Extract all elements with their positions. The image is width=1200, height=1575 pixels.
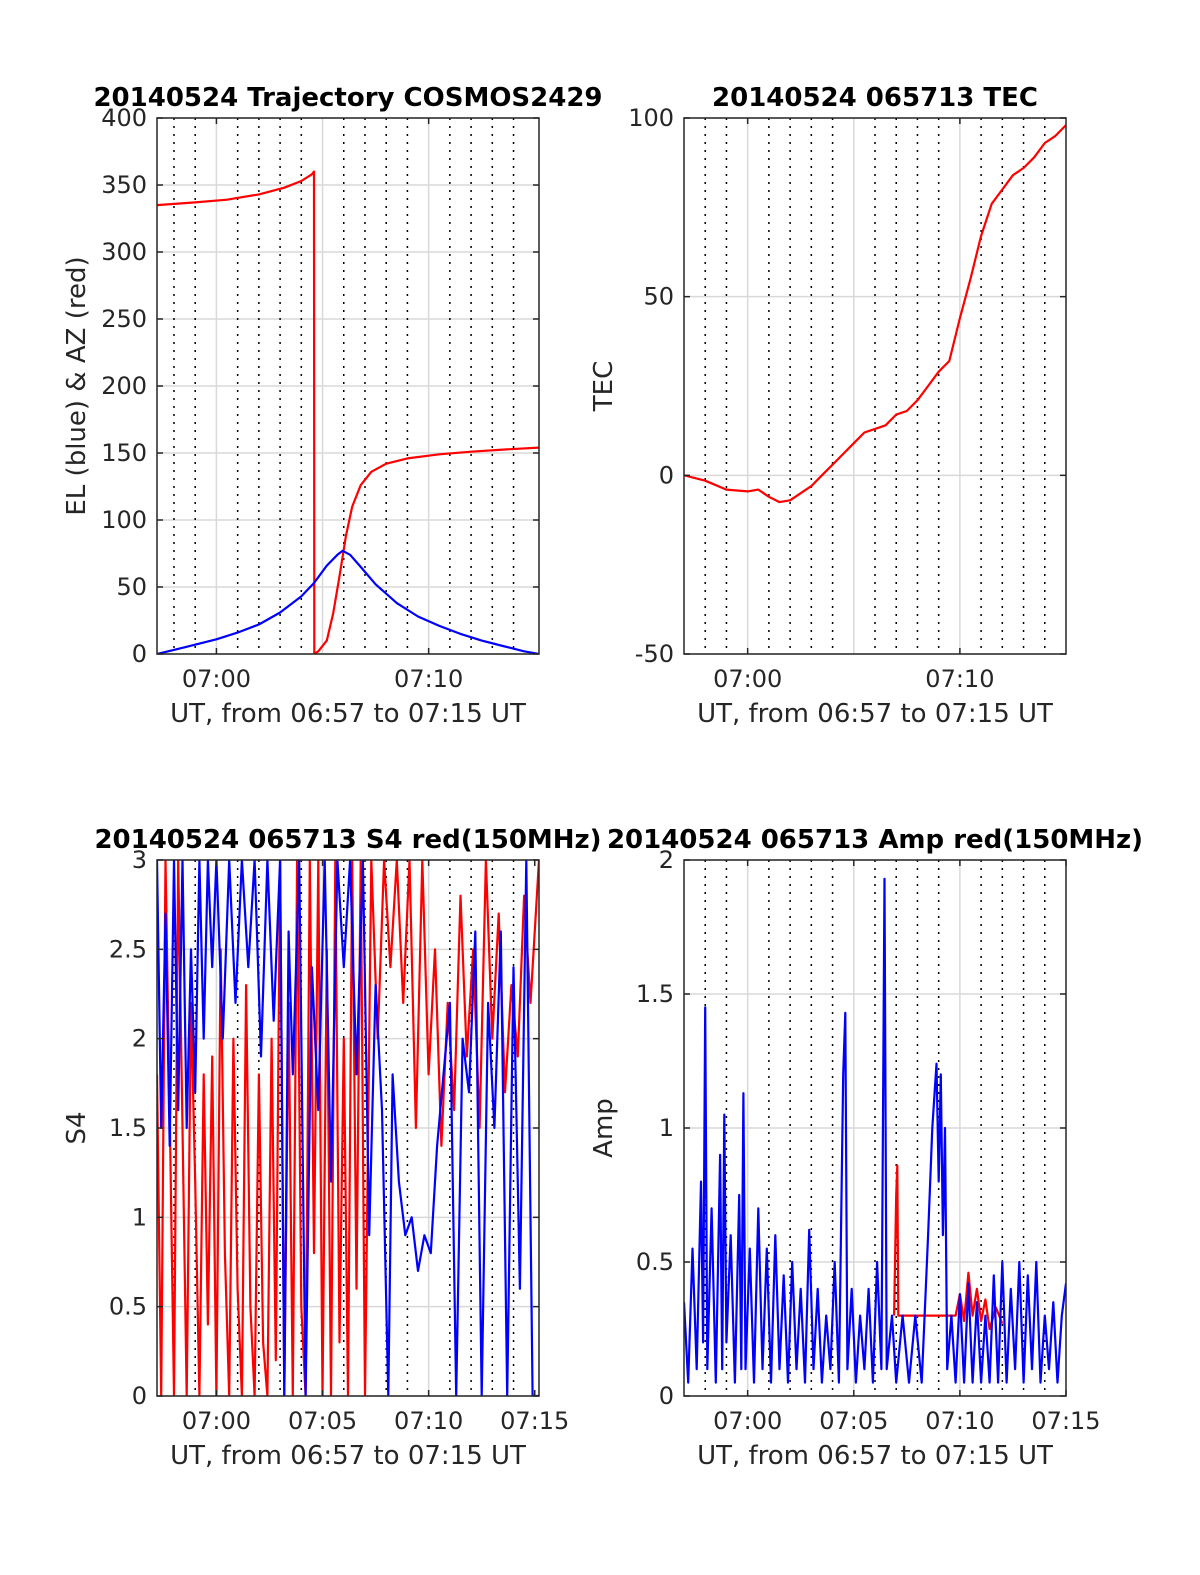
chart-3-x-axis-label: UT, from 06:57 to 07:15 UT bbox=[170, 1441, 526, 1471]
chart-3-x-tick-label: 07:10 bbox=[394, 1407, 463, 1435]
chart-1-y-tick-label: 350 bbox=[101, 171, 147, 199]
chart-2-y-axis-label: TEC bbox=[589, 361, 619, 412]
chart-3-series-2 bbox=[157, 860, 539, 1396]
chart-4-x-tick-label: 07:15 bbox=[1031, 1407, 1100, 1435]
chart-4-title: 20140524 065713 Amp red(150MHz) bbox=[607, 825, 1143, 855]
chart-1-series-1 bbox=[157, 170, 539, 654]
chart-1-y-axis-label: EL (blue) & AZ (red) bbox=[62, 256, 92, 515]
chart-4-series-group bbox=[684, 877, 1066, 1384]
chart-4-y-tick-label: 1 bbox=[659, 1114, 674, 1142]
chart-3-y-tick-label: 2.5 bbox=[109, 935, 147, 963]
chart-1-y-tick-label: 300 bbox=[101, 238, 147, 266]
chart-4-y-tick-label: 2 bbox=[659, 846, 674, 874]
chart-2-series-1 bbox=[684, 124, 1066, 504]
chart-1-y-tick-label: 0 bbox=[132, 640, 147, 668]
chart-3-y-tick-label: 2 bbox=[132, 1025, 147, 1053]
chart-3-y-tick-label: 0 bbox=[132, 1382, 147, 1410]
chart-2-x-tick-label: 07:10 bbox=[925, 665, 994, 693]
chart-4-y-tick-label: 1.5 bbox=[636, 980, 674, 1008]
chart-1-y-tick-label: 400 bbox=[101, 104, 147, 132]
chart-4-y-tick-label: 0 bbox=[659, 1382, 674, 1410]
chart-1: 0 50 100 150 200 250 300 350 400 07:00 07:10 201405… bbox=[62, 83, 603, 729]
chart-2: -50 0 50 100 07:00 07:10 20140524 065713 TEC UT… bbox=[589, 83, 1067, 729]
chart-4-y-axis-label: Amp bbox=[589, 1098, 619, 1158]
chart-3-series-1 bbox=[157, 860, 539, 1396]
chart-4-series-1 bbox=[893, 1164, 1004, 1331]
chart-3-x-tick-label: 07:15 bbox=[500, 1407, 569, 1435]
chart-3-y-tick-label: 1.5 bbox=[109, 1114, 147, 1142]
chart-4: 0 0.5 1 1.5 2 07:00 07:05 07:10 07:15 20140524 06… bbox=[589, 825, 1143, 1471]
chart-2-y-tick-label: 50 bbox=[643, 283, 674, 311]
chart-2-x-axis-label: UT, from 06:57 to 07:15 UT bbox=[697, 699, 1053, 729]
chart-1-y-tick-label: 100 bbox=[101, 506, 147, 534]
chart-3-x-tick-label: 07:00 bbox=[182, 1407, 251, 1435]
chart-2-y-tick-label: 100 bbox=[628, 104, 674, 132]
chart-1-series-2 bbox=[157, 549, 539, 654]
chart-1-y-tick-label: 200 bbox=[101, 372, 147, 400]
chart-3-y-tick-label: 3 bbox=[132, 846, 147, 874]
chart-1-y-tick-label: 50 bbox=[116, 573, 147, 601]
chart-3-series-group bbox=[157, 860, 539, 1396]
chart-1-y-tick-label: 250 bbox=[101, 305, 147, 333]
chart-1-x-tick-label: 07:00 bbox=[182, 665, 251, 693]
chart-3-x-tick-label: 07:05 bbox=[288, 1407, 357, 1435]
chart-4-x-tick-label: 07:00 bbox=[713, 1407, 782, 1435]
chart-1-y-tick-label: 150 bbox=[101, 439, 147, 467]
chart-3: 0 0.5 1 1.5 2 2.5 3 07:00 07:05 07:10 07:15 2014052… bbox=[62, 825, 602, 1471]
chart-4-x-tick-label: 07:10 bbox=[925, 1407, 994, 1435]
chart-2-x-tick-label: 07:00 bbox=[713, 665, 782, 693]
chart-4-x-tick-label: 07:05 bbox=[819, 1407, 888, 1435]
chart-3-y-tick-label: 0.5 bbox=[109, 1293, 147, 1321]
chart-4-series-2 bbox=[684, 877, 1066, 1384]
chart-2-series-group bbox=[684, 124, 1066, 504]
chart-2-axes-box bbox=[683, 117, 1067, 655]
chart-1-title: 20140524 Trajectory COSMOS2429 bbox=[93, 83, 602, 113]
chart-3-title: 20140524 065713 S4 red(150MHz) bbox=[94, 825, 601, 855]
chart-3-y-tick-label: 1 bbox=[132, 1203, 147, 1231]
chart-1-x-axis-label: UT, from 06:57 to 07:15 UT bbox=[170, 699, 526, 729]
chart-2-title: 20140524 065713 TEC bbox=[712, 83, 1038, 113]
chart-2-y-tick-label: -50 bbox=[635, 640, 674, 668]
chart-4-x-axis-label: UT, from 06:57 to 07:15 UT bbox=[697, 1441, 1053, 1471]
chart-1-x-tick-label: 07:10 bbox=[394, 665, 463, 693]
chart-4-y-tick-label: 0.5 bbox=[636, 1248, 674, 1276]
chart-2-y-tick-label: 0 bbox=[659, 461, 674, 489]
chart-1-series-group bbox=[157, 170, 539, 654]
chart-3-y-axis-label: S4 bbox=[62, 1111, 92, 1144]
